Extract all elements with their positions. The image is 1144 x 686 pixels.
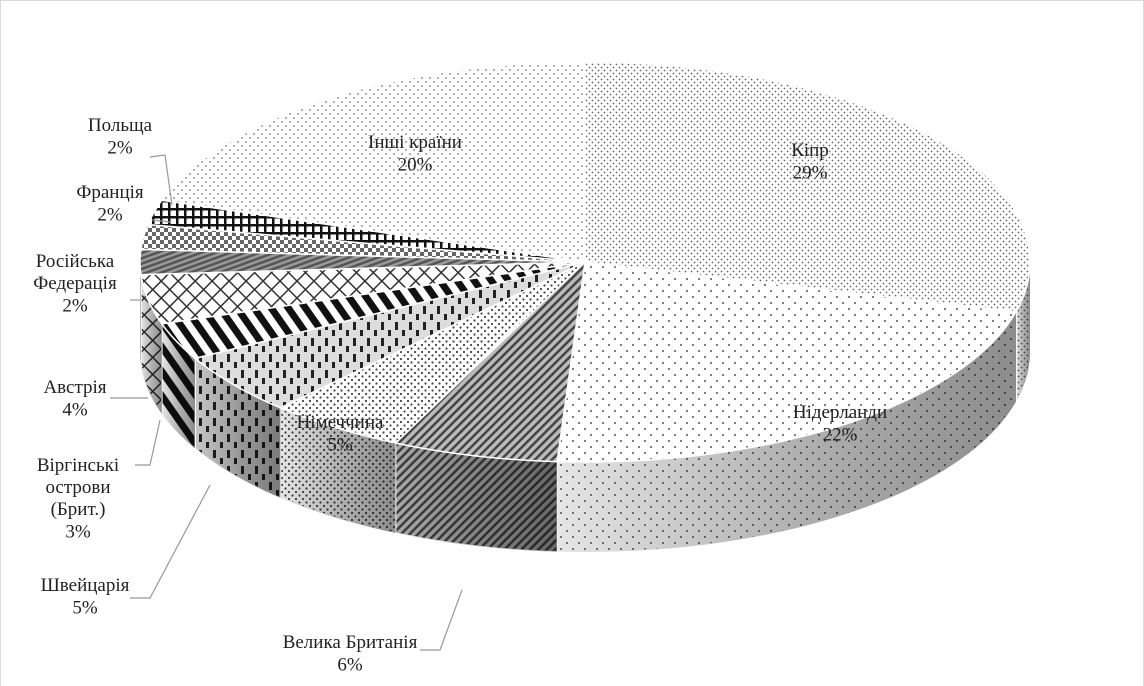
leader-line [151, 219, 171, 223]
label-line: острови [45, 477, 110, 498]
slice-label: Польща [88, 115, 153, 136]
slice-label: Нідерланди [793, 402, 887, 423]
side-shade [140, 262, 141, 365]
label-line: Франція [76, 182, 144, 203]
side-shade [557, 311, 1016, 552]
value-label: 5% [327, 434, 353, 455]
slice-label: Російська Федерація [33, 251, 117, 294]
value-label: 22% [823, 424, 858, 445]
label-line: Федерація [33, 273, 117, 294]
slice-label: Німеччина [297, 412, 384, 433]
value-label: 5% [72, 597, 98, 618]
slice [140, 261, 586, 325]
slice [278, 261, 586, 444]
label-line: Кіпр [791, 140, 829, 161]
slice [160, 261, 586, 360]
label-line: Російська [36, 251, 115, 272]
leader-line [149, 154, 173, 206]
label-line: (Брит.) [51, 499, 106, 520]
label-line: Польща [88, 115, 153, 136]
label-line: Інші країни [368, 132, 462, 153]
label-line: Швейцарія [41, 575, 130, 596]
slice [193, 261, 586, 409]
slice-label: Кіпр [791, 140, 829, 161]
side-shade [280, 407, 396, 533]
label-line: Віргінські [37, 455, 119, 476]
slice [556, 261, 1018, 463]
slice-label: Віргінські острови (Брит.) [37, 455, 119, 520]
label-line: Австрія [43, 377, 106, 398]
label-line: Німеччина [297, 412, 384, 433]
leader-line [420, 589, 463, 651]
slice [584, 61, 1031, 313]
value-label: 20% [398, 154, 433, 175]
value-label: 2% [97, 204, 123, 225]
leader-line [135, 419, 161, 466]
label-line: Нідерланди [793, 402, 887, 423]
slice-label: Австрія [43, 377, 106, 398]
value-label: 2% [62, 295, 88, 316]
value-label: 29% [793, 162, 828, 183]
value-label: 3% [65, 521, 91, 542]
slice-label: Інші країни [368, 132, 462, 153]
slice [393, 259, 587, 463]
label-line: Велика Британія [283, 632, 418, 653]
slice-label: Швейцарія [41, 575, 130, 596]
side-shade [395, 443, 558, 552]
value-label: 6% [337, 654, 363, 675]
side-shade [195, 358, 281, 498]
slice-label: Франція [76, 182, 144, 203]
value-label: 4% [62, 399, 88, 420]
value-label: 2% [107, 137, 133, 158]
slice [160, 61, 586, 263]
side-shade [161, 323, 195, 449]
side-shade [1016, 262, 1030, 402]
leader-line [130, 484, 211, 599]
side-shade [140, 274, 162, 414]
slice-label: Велика Британія [283, 632, 418, 653]
